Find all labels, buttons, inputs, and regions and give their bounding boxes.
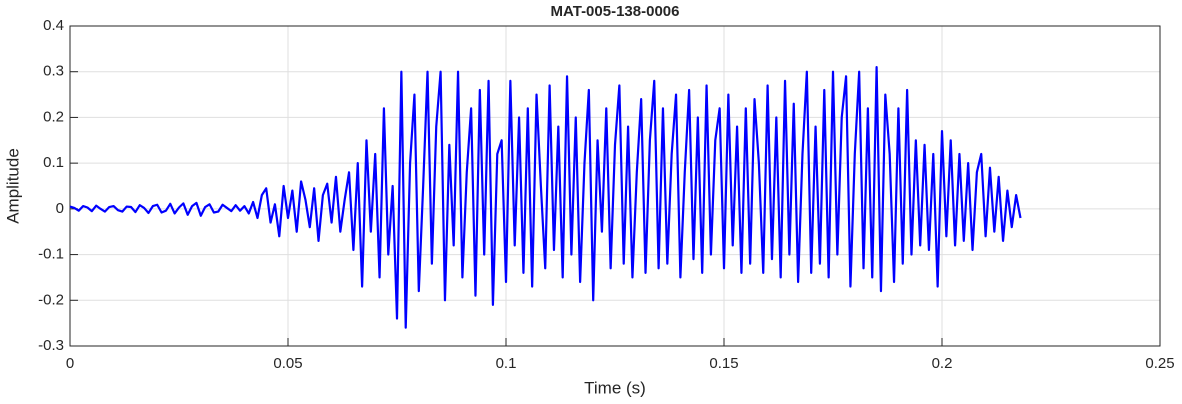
y-tick-label: 0.2 bbox=[43, 108, 64, 125]
y-tick-label: 0.3 bbox=[43, 63, 64, 80]
x-tick-label: 0.05 bbox=[273, 355, 302, 372]
y-tick-label: -0.2 bbox=[38, 291, 64, 308]
x-tick-label: 0.1 bbox=[496, 355, 517, 372]
y-tick-label: 0.4 bbox=[43, 17, 64, 34]
x-axis-label: Time (s) bbox=[584, 378, 646, 397]
plot-frame bbox=[69, 25, 1161, 347]
x-tick-label: 0.2 bbox=[932, 355, 953, 372]
x-tick-label: 0 bbox=[66, 355, 74, 372]
x-tick-label: 0.15 bbox=[709, 355, 738, 372]
y-tick-label: 0.1 bbox=[43, 154, 64, 171]
y-tick-label: 0 bbox=[56, 200, 64, 217]
y-tick-label: -0.1 bbox=[38, 246, 64, 263]
y-tick-label: -0.3 bbox=[38, 337, 64, 354]
waveform bbox=[69, 66, 1022, 329]
y-axis-label: Amplitude bbox=[3, 148, 22, 224]
chart-title: MAT-005-138-0006 bbox=[551, 3, 680, 20]
x-tick-label: 0.25 bbox=[1145, 355, 1174, 372]
